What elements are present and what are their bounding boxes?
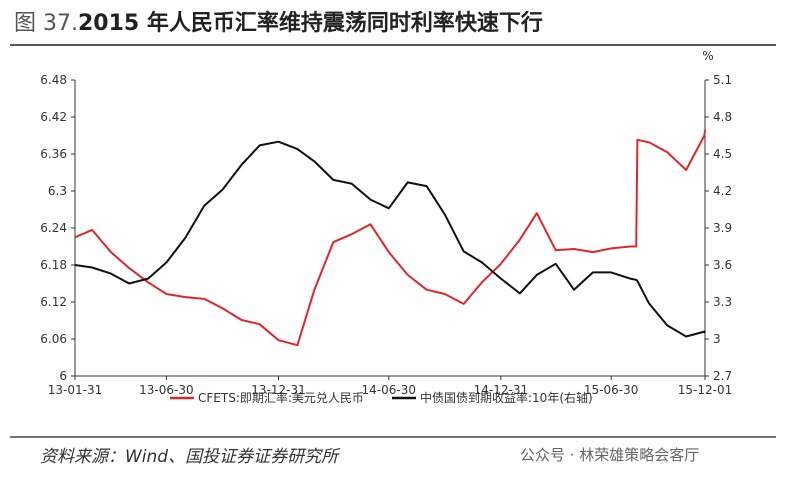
- y-tick-label: 6: [59, 369, 67, 383]
- y2-tick-label: 4.5: [713, 147, 732, 161]
- y-tick-label: 6.36: [40, 147, 67, 161]
- y-tick-label: 6.06: [40, 332, 67, 346]
- legend-label: 中债国债到期收益率:10年(右轴): [420, 390, 593, 405]
- x-tick-label: 15-12-01: [678, 383, 732, 397]
- y2-tick-label: 2.7: [713, 369, 732, 383]
- y2-tick-label: 3.9: [713, 221, 732, 235]
- series-line: [74, 129, 706, 347]
- y2-tick-label: 3.6: [713, 258, 732, 272]
- y-tick-label: 6.48: [40, 73, 67, 87]
- y-tick-label: 6.12: [40, 295, 67, 309]
- series-line: [74, 140, 706, 338]
- watermark: 公众号 · 林荣雄策略会客厅: [520, 446, 699, 464]
- chart-title: 图 37.2015 年人民币汇率维持震荡同时利率快速下行: [14, 10, 543, 36]
- y2-tick-label: 3: [713, 332, 721, 346]
- y-tick-label: 6.3: [48, 184, 67, 198]
- x-tick-label: 13-12-31: [251, 383, 305, 397]
- y2-tick-label: 5.1: [713, 73, 732, 87]
- x-tick-label: 14-12-31: [474, 383, 528, 397]
- x-tick-label: 13-01-31: [48, 383, 102, 397]
- y-tick-label: 6.18: [40, 258, 67, 272]
- x-tick-label: 15-06-30: [584, 383, 638, 397]
- y-tick-label: 6.42: [40, 110, 67, 124]
- y2-tick-label: 4.8: [713, 110, 732, 124]
- x-tick-label: 13-06-30: [139, 383, 193, 397]
- y-tick-label: 6.24: [40, 221, 67, 235]
- y2-tick-label: 3.3: [713, 295, 732, 309]
- title-text: 2015 年人民币汇率维持震荡同时利率快速下行: [78, 10, 543, 36]
- figure-label: 图 37.: [14, 11, 78, 36]
- y2-tick-label: 4.2: [713, 184, 732, 198]
- source: 资料来源：Wind、国投证券证券研究所: [40, 447, 341, 467]
- x-tick-label: 14-06-30: [362, 383, 416, 397]
- legend-label: CFETS:即期汇率:美元兑人民币: [198, 390, 364, 405]
- y2-unit: %: [702, 49, 713, 63]
